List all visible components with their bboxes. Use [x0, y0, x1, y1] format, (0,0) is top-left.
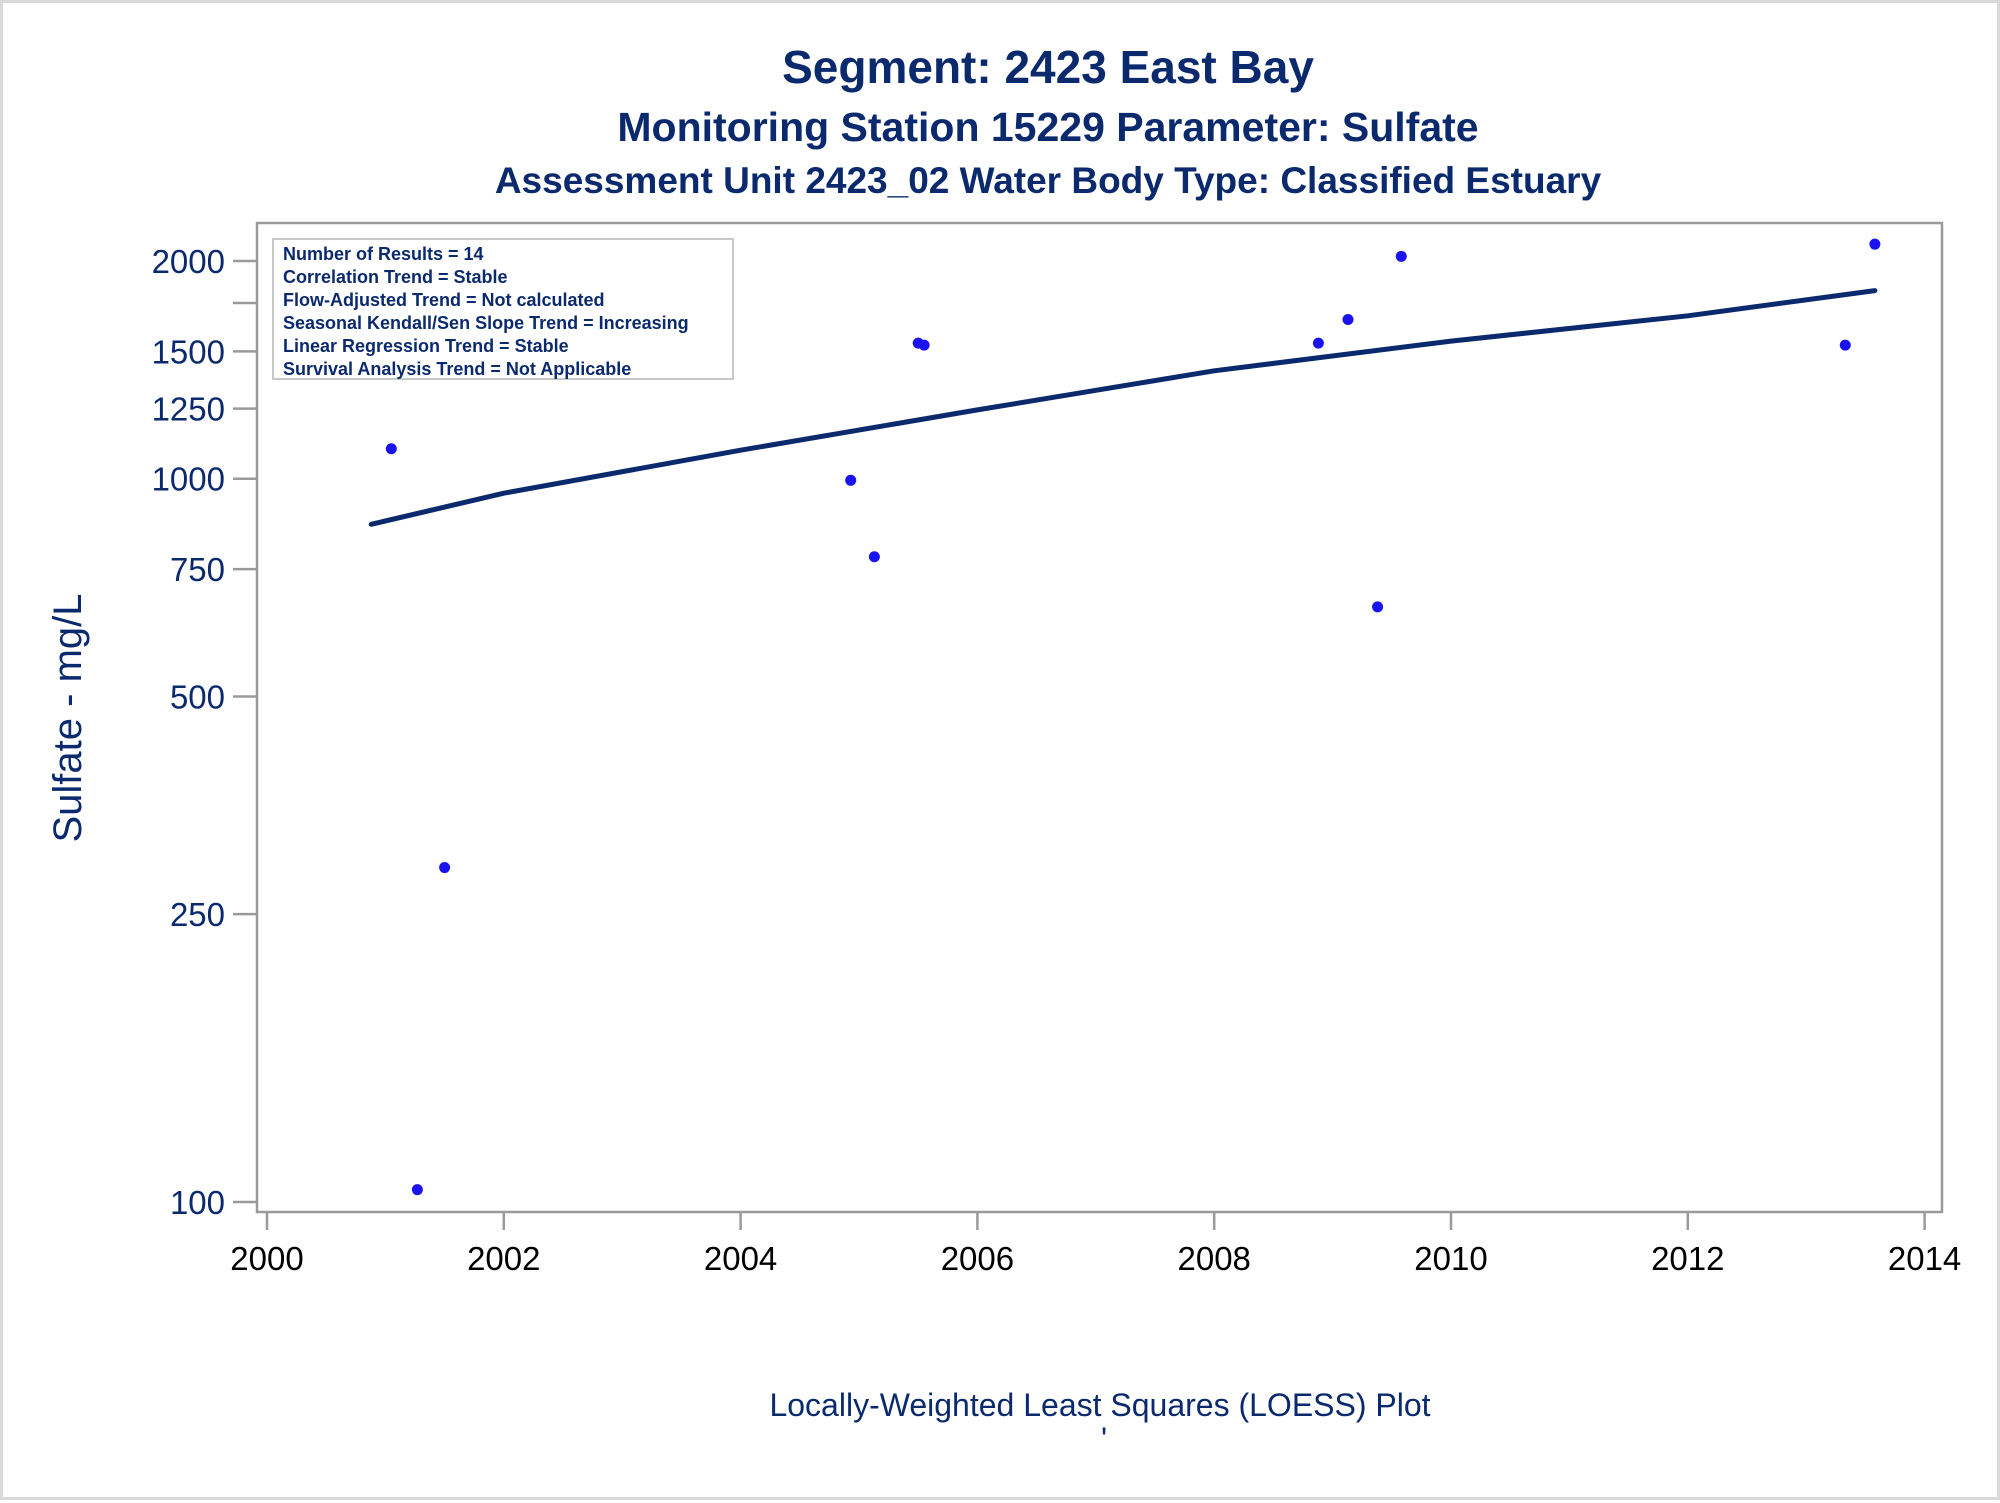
x-tick-label-2010: 2010	[1414, 1240, 1487, 1277]
y-axis-title: Sulfate - mg/L	[46, 593, 90, 842]
chart-title: Segment: 2423 East Bay	[782, 41, 1314, 93]
y-tick-label-750: 750	[170, 551, 225, 588]
info-linear-regression-trend: Linear Regression Trend = Stable	[283, 336, 569, 356]
x-axis: 2000 2002 2004 2006 2008 2010 2012 2014	[230, 1212, 1961, 1277]
data-point-3	[411, 1184, 423, 1196]
x-tick-label-2004: 2004	[704, 1240, 777, 1277]
y-tick-label-2000: 2000	[152, 243, 225, 280]
data-point-6	[868, 551, 880, 563]
loess-chart: Segment: 2423 East Bay Monitoring Statio…	[46, 41, 1961, 1457]
data-point-8	[918, 339, 930, 351]
info-number-of-results: Number of Results = 14	[283, 244, 484, 264]
y-tick-label-250: 250	[170, 896, 225, 933]
x-tick-label-2006: 2006	[941, 1240, 1014, 1277]
x-tick-label-2014: 2014	[1888, 1240, 1961, 1277]
chart-subtitle-assessment: Assessment Unit 2423_02 Water Body Type:…	[495, 160, 1602, 201]
y-tick-label-1500: 1500	[152, 333, 225, 370]
data-point-9	[1312, 337, 1324, 349]
data-point-14	[1869, 238, 1881, 250]
y-axis: 100 250 500 750 1000 1250 1500 2000	[152, 243, 257, 1221]
data-point-2	[385, 443, 397, 455]
data-point-12	[1395, 250, 1407, 262]
footnote-mark: '	[1101, 1421, 1107, 1457]
y-axis-title-group: Sulfate - mg/L	[46, 593, 90, 842]
y-tick-label-100: 100	[170, 1184, 225, 1221]
x-tick-label-2012: 2012	[1651, 1240, 1724, 1277]
data-point-5	[845, 474, 857, 486]
y-tick-label-1000: 1000	[152, 461, 225, 498]
info-box: Number of Results = 14 Correlation Trend…	[272, 238, 734, 380]
data-point-11	[1372, 601, 1384, 613]
chart-subtitle-station: Monitoring Station 15229 Parameter: Sulf…	[617, 104, 1478, 150]
info-flow-adjusted-trend: Flow-Adjusted Trend = Not calculated	[283, 290, 605, 310]
info-seasonal-kendall-trend: Seasonal Kendall/Sen Slope Trend = Incre…	[283, 313, 689, 333]
y-tick-label-500: 500	[170, 678, 225, 715]
data-point-10	[1342, 314, 1354, 326]
y-tick-label-1250: 1250	[152, 391, 225, 428]
data-point-4	[439, 862, 451, 874]
x-tick-label-2008: 2008	[1177, 1240, 1250, 1277]
loess-trend-line	[368, 288, 1878, 527]
plot-area-frame	[255, 221, 1944, 1214]
data-point-13	[1839, 339, 1851, 351]
x-tick-label-2000: 2000	[230, 1240, 303, 1277]
info-survival-analysis-trend: Survival Analysis Trend = Not Applicable	[283, 359, 631, 379]
loess-trend-group	[368, 288, 1878, 527]
info-correlation-trend: Correlation Trend = Stable	[283, 267, 508, 287]
x-tick-label-2002: 2002	[467, 1240, 540, 1277]
info-box-border	[272, 238, 734, 380]
data-points-group	[365, 238, 1881, 1196]
chart-footnote: Locally-Weighted Least Squares (LOESS) P…	[769, 1387, 1430, 1423]
